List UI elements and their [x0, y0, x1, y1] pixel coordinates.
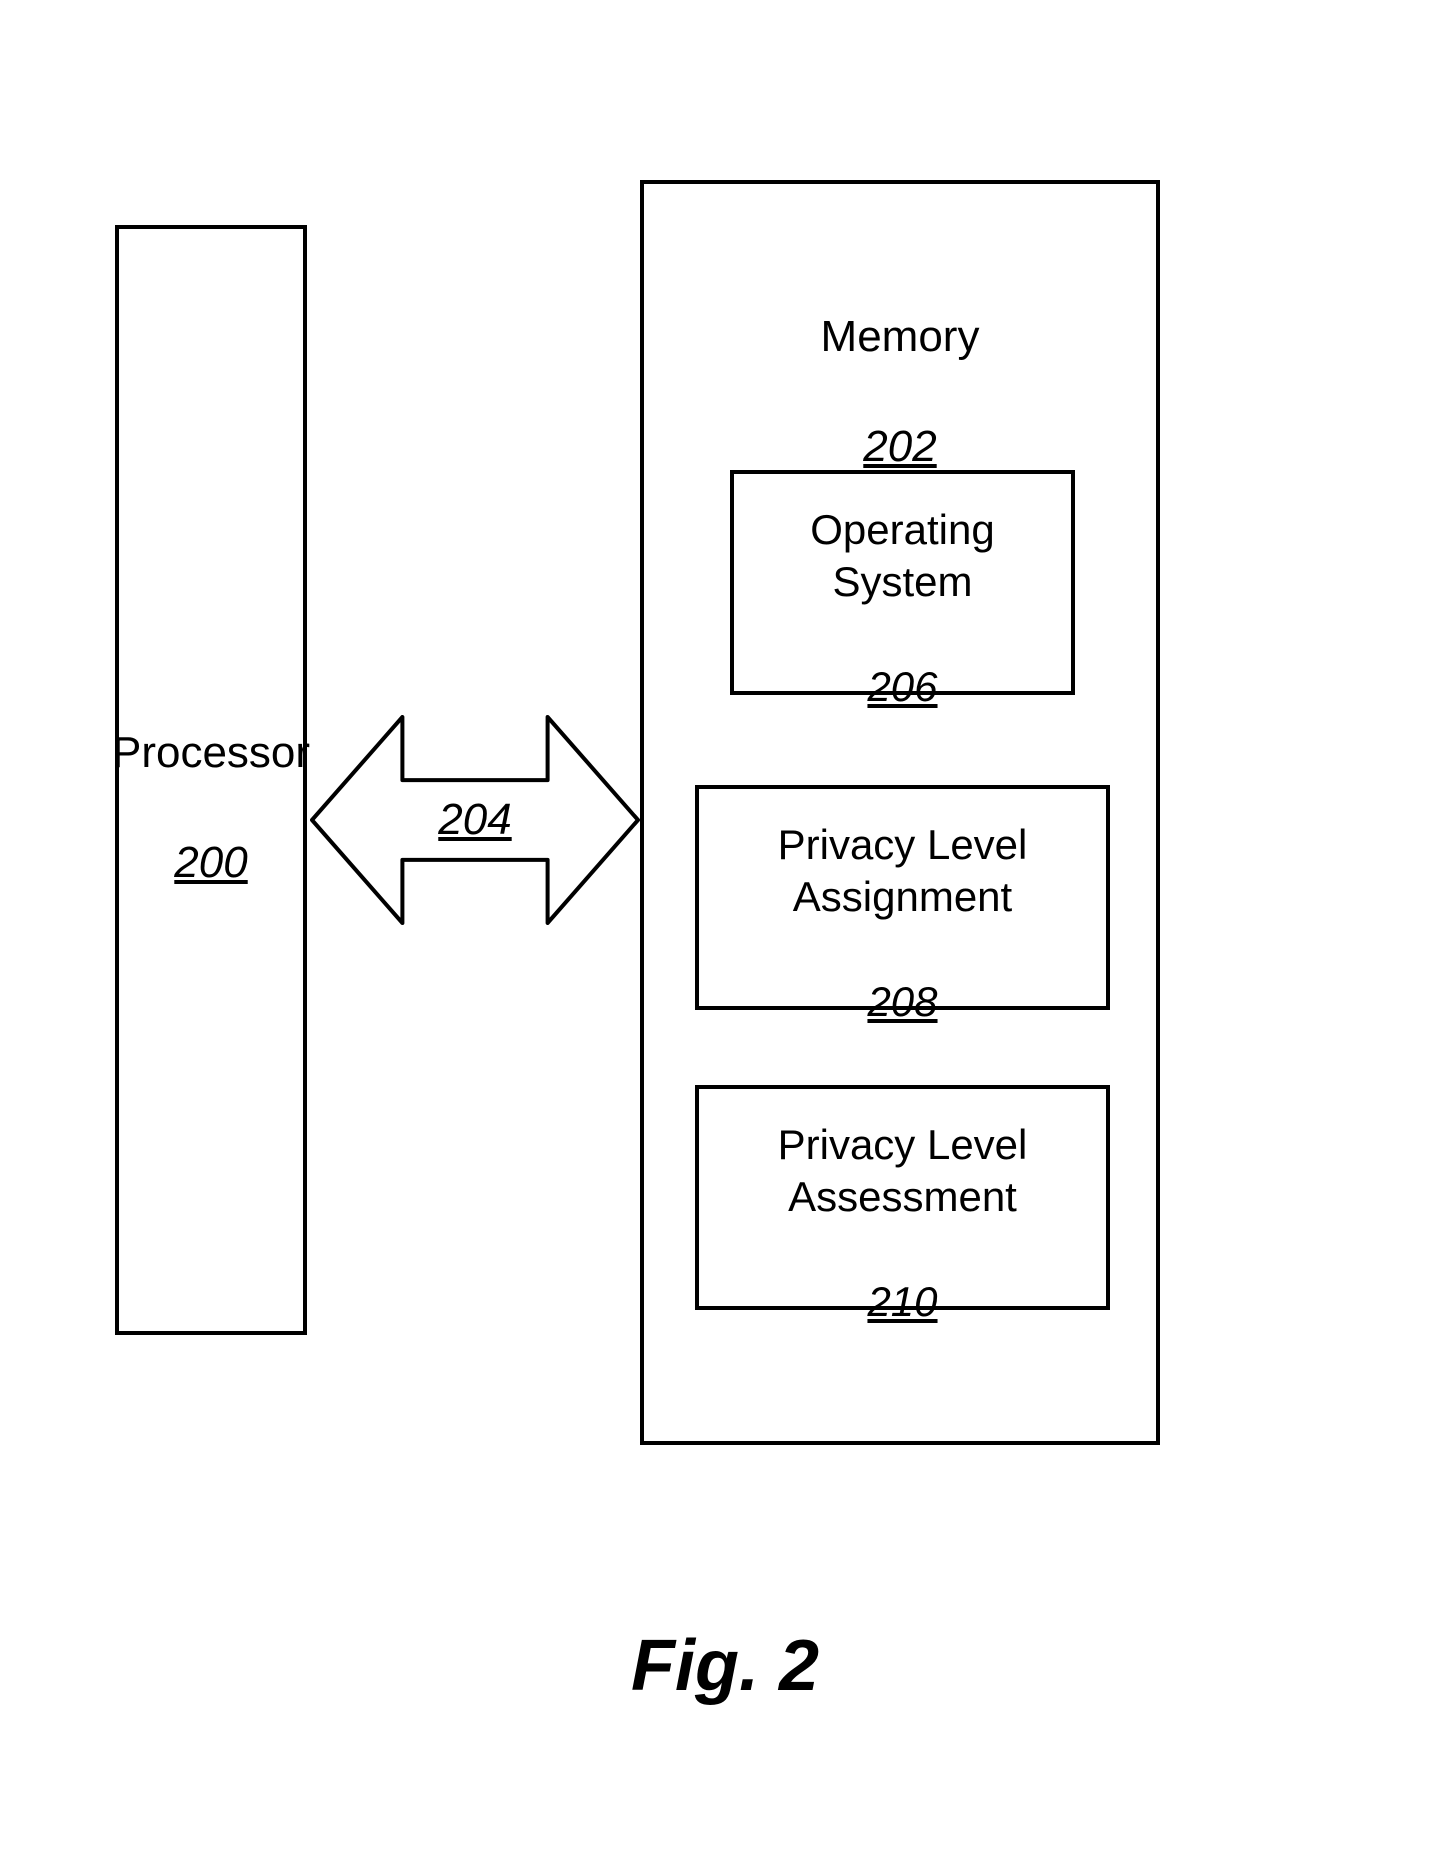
assign-ref: 208 — [867, 978, 937, 1025]
os-text: Operating System — [810, 506, 994, 606]
memory-text: Memory — [821, 312, 980, 361]
assess-text: Privacy Level Assessment — [778, 1121, 1028, 1221]
os-label: Operating System 206 — [810, 451, 994, 714]
processor-text: Processor — [112, 728, 310, 777]
bus-label: 204 — [402, 780, 547, 860]
operating-system-box: Operating System 206 — [730, 470, 1075, 695]
privacy-assessment-box: Privacy Level Assessment 210 — [695, 1085, 1110, 1310]
figure-caption: Fig. 2 — [0, 1625, 1450, 1707]
assess-label: Privacy Level Assessment 210 — [778, 1066, 1028, 1329]
processor-ref: 200 — [174, 838, 247, 887]
os-ref: 206 — [867, 663, 937, 710]
memory-label: Memory 202 — [821, 254, 980, 474]
assign-label: Privacy Level Assignment 208 — [778, 766, 1028, 1029]
caption-text: Fig. 2 — [631, 1626, 819, 1706]
processor-label: Processor 200 — [112, 670, 310, 890]
bus-ref: 204 — [438, 795, 511, 845]
processor-box: Processor 200 — [115, 225, 307, 1335]
assess-ref: 210 — [867, 1278, 937, 1325]
assign-text: Privacy Level Assignment — [778, 821, 1028, 921]
privacy-assignment-box: Privacy Level Assignment 208 — [695, 785, 1110, 1010]
